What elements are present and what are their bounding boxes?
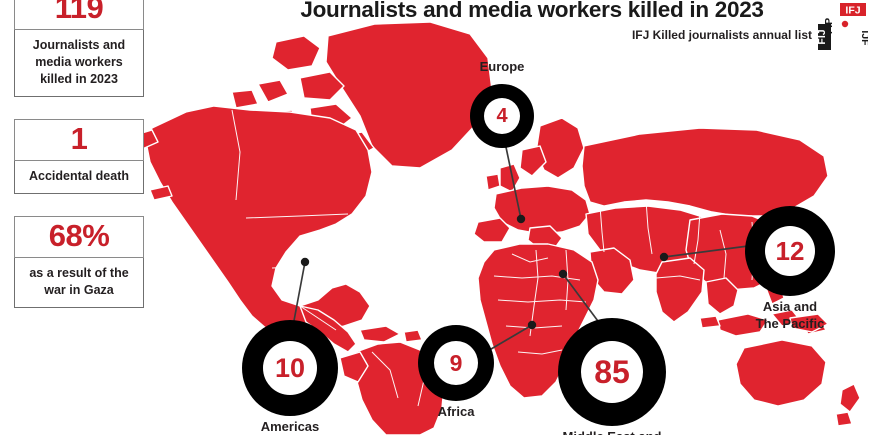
stat-value-box: 119 [14,0,144,30]
marker-ring-americas: 10 [242,320,338,416]
marker-label-line: Middle East and [563,429,662,435]
svg-text:IJF: IJF [859,30,868,46]
marker-label-line: Europe [479,59,525,74]
marker-label-middle-east: Middle East and the Arab World [563,428,662,435]
marker-hole: 12 [765,226,815,276]
marker-value-middle-east: 85 [594,354,630,390]
marker-label-asia: Asia and The Pacific [756,298,825,332]
marker-ring-middle-east: 85 [558,318,666,426]
stat-caption-box: Accidental death [14,161,144,194]
stat-value: 1 [70,121,88,156]
stat-block-gaza: 68% as a result of the war in Gaza [14,216,144,308]
marker-hole: 10 [263,341,317,395]
stats-panel: 119 Journalists and media workers killed… [0,0,160,330]
marker-value-asia: 12 [775,236,805,266]
marker-label-africa: Africa [438,403,475,420]
marker-americas[interactable]: 10 Americas [242,320,338,434]
stat-value-box: 1 [14,119,144,161]
marker-hole: 4 [484,98,520,134]
marker-value-europe: 4 [496,105,508,127]
marker-value-americas: 10 [274,352,306,383]
marker-ring-asia: 12 [745,206,835,296]
marker-hole: 9 [434,341,478,385]
marker-label-line: Africa [437,404,475,419]
stat-block-accidental: 1 Accidental death [14,119,144,194]
page-title: Journalists and media workers killed in … [300,0,764,22]
marker-value-africa: 9 [449,349,463,376]
marker-africa[interactable]: 9 Africa [418,325,494,419]
marker-label-line: The Pacific [755,316,825,331]
stat-value: 68% [48,218,110,253]
stat-value-box: 68% [14,216,144,258]
marker-hole: 85 [581,341,643,403]
stat-caption-box: Journalists and media workers killed in … [14,30,144,97]
marker-label-line: Asia and [762,299,818,314]
marker-label-europe: Europe [480,58,525,75]
marker-label-line: Americas [260,419,320,434]
stat-value: 119 [54,0,104,25]
stat-caption: Accidental death [28,169,130,183]
marker-ring-africa: 9 [418,325,494,401]
stat-caption: Journalists and media workers killed in … [32,38,126,86]
marker-asia-pacific[interactable]: 12 Asia and The Pacific [745,206,835,331]
marker-ring-europe: 4 [470,84,534,148]
marker-label-americas: Americas [261,418,320,435]
stat-block-total: 119 Journalists and media workers killed… [14,0,144,97]
stat-caption: as a result of the war in Gaza [29,266,129,297]
stat-caption-box: as a result of the war in Gaza [14,258,144,308]
page-subtitle: IFJ Killed journalists annual list [631,28,812,42]
svg-text:IFJ: IFJ [845,5,860,17]
ifj-fip-logo: IFJ FIP IJF FIJ [800,2,868,52]
marker-europe[interactable]: Europe 4 [470,59,534,148]
marker-middle-east[interactable]: 85 Middle East and the Arab World [558,318,666,435]
svg-text:FIJ: FIJ [816,29,828,44]
